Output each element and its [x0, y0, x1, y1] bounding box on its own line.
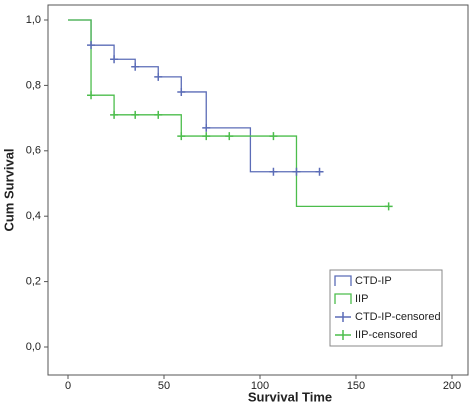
censor-mark [154, 72, 163, 81]
legend-swatch [334, 293, 352, 304]
censor-mark [177, 132, 186, 141]
censor-mark [131, 62, 140, 71]
censor-mark [269, 167, 278, 176]
censor-mark [225, 132, 234, 141]
x-axis-title: Survival Time [248, 389, 332, 404]
legend-label: IIP [355, 293, 368, 305]
x-tick-label: 50 [158, 380, 170, 392]
censor-mark [292, 167, 301, 176]
legend-swatch [335, 330, 351, 340]
censor-mark [202, 132, 211, 141]
censor-mark [131, 110, 140, 119]
y-axis-title: Cum Survival [1, 148, 16, 231]
censor-mark [269, 132, 278, 141]
y-tick-label: 0,0 [26, 341, 41, 353]
censor-mark [110, 110, 119, 119]
legend-box [329, 269, 443, 347]
censor-mark [177, 87, 186, 96]
x-tick-label: 200 [443, 380, 461, 392]
x-tick-label: 0 [65, 380, 71, 392]
legend-swatch [335, 312, 351, 322]
x-tick-label: 100 [251, 380, 269, 392]
y-tick-label: 0,4 [26, 210, 41, 222]
censor-mark [202, 123, 211, 132]
survival-line [68, 19, 320, 173]
legend-label: IIP-censored [355, 329, 417, 341]
y-tick-label: 1,0 [26, 14, 41, 26]
censor-mark [154, 110, 163, 119]
censor-mark [110, 55, 119, 64]
censor-mark [87, 41, 96, 50]
legend-label: CTD-IP [355, 275, 392, 287]
y-tick-label: 0,8 [26, 79, 41, 91]
x-tick-label: 150 [347, 380, 365, 392]
censor-mark [87, 91, 96, 100]
legend-label: CTD-IP-censored [355, 311, 441, 323]
y-tick-label: 0,6 [26, 145, 41, 157]
censor-mark [384, 202, 393, 211]
legend-swatch [334, 275, 352, 286]
y-tick-label: 0,2 [26, 276, 41, 288]
censor-mark [315, 167, 324, 176]
